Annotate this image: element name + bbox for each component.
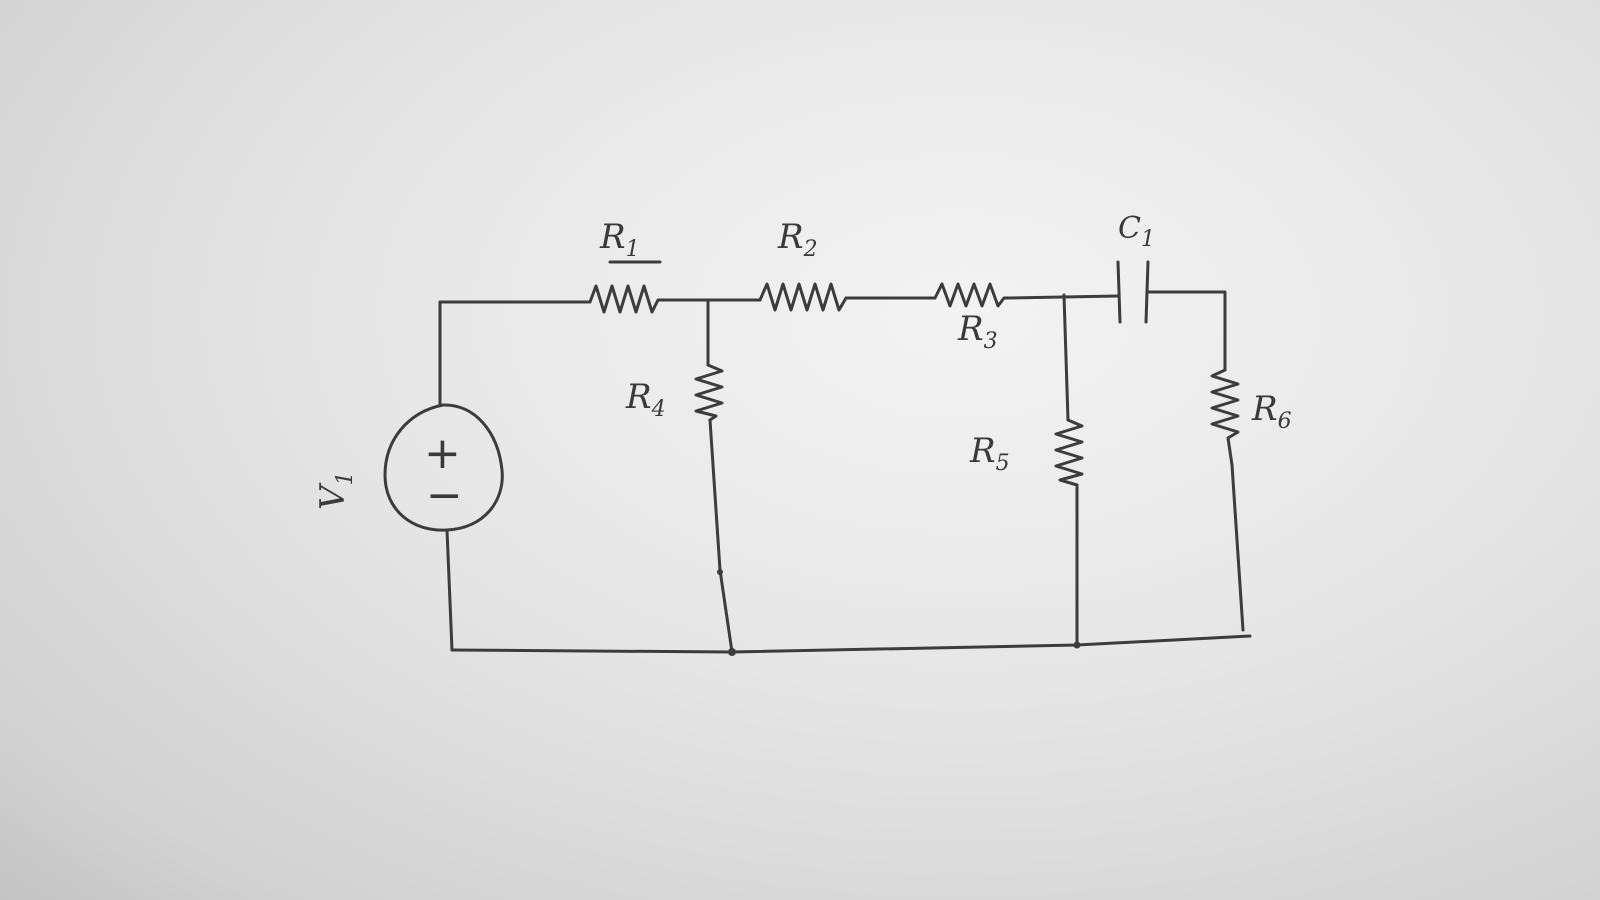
minus-sign: − (426, 470, 463, 521)
junction-dots (717, 569, 1081, 656)
r5-symbol (1054, 418, 1084, 487)
plus-sign: + (424, 428, 461, 479)
wires (438, 290, 1252, 654)
wire-r6-bottom (1230, 463, 1245, 632)
voltage-source-symbol: + − (383, 403, 504, 532)
wire-c1-r6 (1146, 290, 1227, 372)
wire-r5-top (1062, 293, 1070, 422)
label-r4: R4 (625, 377, 666, 422)
r4-symbol (694, 363, 724, 422)
r1-symbol (588, 284, 667, 314)
label-r5: R5 (969, 431, 1010, 476)
labels: V1 R1 R2 R3 R4 R5 R6 C1 (313, 211, 1292, 510)
junction-r4-ground (728, 648, 736, 656)
junction-r5-ground (1073, 641, 1081, 649)
voltage-source-circle (383, 403, 504, 532)
wire-r4-bottom (708, 418, 734, 654)
label-r1: R1 (599, 217, 640, 262)
r6-symbol (1210, 368, 1240, 467)
r2-symbol (758, 282, 860, 312)
label-c1: C1 (1118, 211, 1155, 252)
label-r6: R6 (1251, 389, 1292, 434)
label-v1: V1 (313, 471, 358, 510)
junction-r4-mid (717, 569, 723, 575)
wire-source-top (438, 300, 592, 407)
label-r2: R2 (777, 217, 818, 262)
c1-symbol (1116, 260, 1150, 324)
wire-source-bottom (445, 528, 454, 652)
label-r3: R3 (957, 309, 998, 354)
wire-ground-rail (450, 634, 1252, 654)
r3-symbol (933, 282, 1012, 308)
